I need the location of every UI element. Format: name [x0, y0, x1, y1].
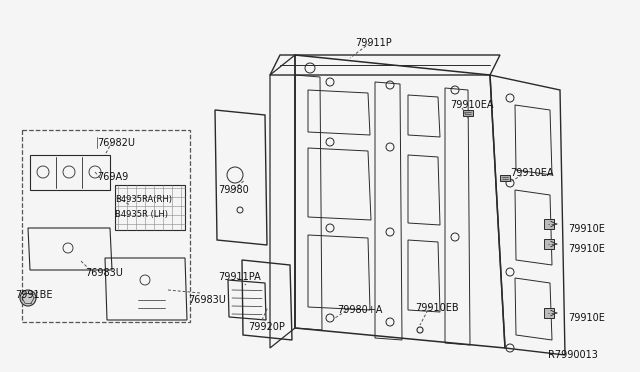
Text: 79980+A: 79980+A — [337, 305, 382, 315]
Polygon shape — [544, 219, 554, 229]
Text: 769A9: 769A9 — [97, 172, 128, 182]
Text: B4935R (LH): B4935R (LH) — [115, 210, 168, 219]
Polygon shape — [544, 308, 554, 318]
Text: 79911PA: 79911PA — [218, 272, 260, 282]
Text: 79980: 79980 — [218, 185, 249, 195]
Text: 79910EA: 79910EA — [450, 100, 493, 110]
Polygon shape — [544, 239, 554, 249]
Text: 79910E: 79910E — [568, 224, 605, 234]
Text: 79910E: 79910E — [568, 313, 605, 323]
Text: 79910EB: 79910EB — [415, 303, 459, 313]
Polygon shape — [463, 110, 473, 116]
Polygon shape — [500, 175, 510, 181]
Text: 76983U: 76983U — [85, 268, 123, 278]
Text: 79910EA: 79910EA — [510, 168, 554, 178]
Text: 79920P: 79920P — [248, 322, 285, 332]
Text: B4935RA(RH): B4935RA(RH) — [115, 195, 172, 204]
Text: 76982U: 76982U — [97, 138, 135, 148]
Text: R7990013: R7990013 — [548, 350, 598, 360]
Text: 79911P: 79911P — [355, 38, 392, 48]
Text: 7991BE: 7991BE — [15, 290, 52, 300]
Circle shape — [20, 290, 36, 306]
Text: 79910E: 79910E — [568, 244, 605, 254]
Text: 76983U: 76983U — [188, 295, 226, 305]
